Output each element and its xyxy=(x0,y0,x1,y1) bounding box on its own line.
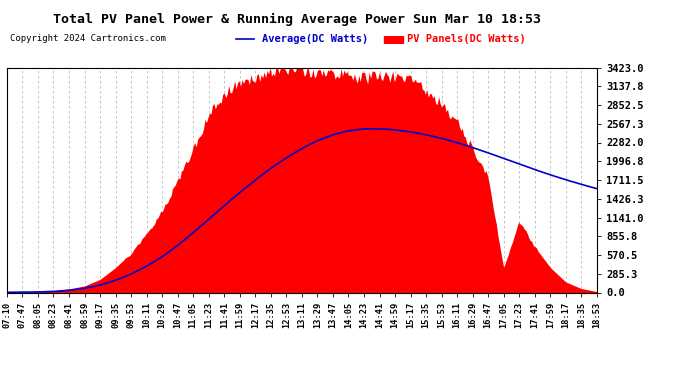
Text: Copyright 2024 Cartronics.com: Copyright 2024 Cartronics.com xyxy=(10,34,166,43)
Text: PV Panels(DC Watts): PV Panels(DC Watts) xyxy=(407,34,526,44)
Text: Average(DC Watts): Average(DC Watts) xyxy=(262,34,368,44)
Text: Total PV Panel Power & Running Average Power Sun Mar 10 18:53: Total PV Panel Power & Running Average P… xyxy=(52,13,541,26)
